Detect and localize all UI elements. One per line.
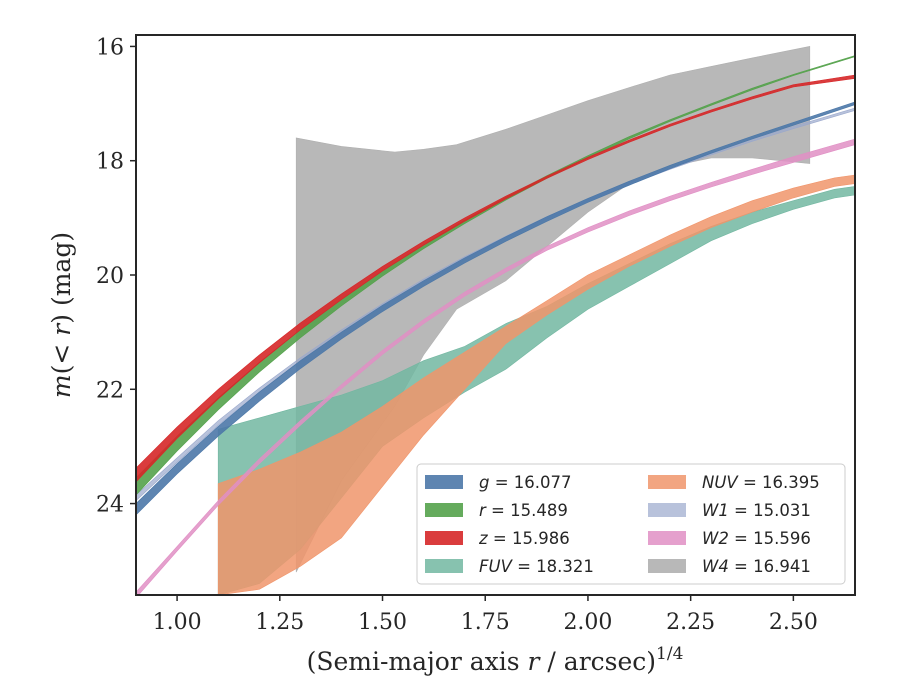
legend: g = 16.077 r = 15.489 z = 15.986 FUV = 18.3… (416, 463, 846, 585)
legend-label-g: g = 16.077 (479, 473, 572, 492)
legend-swatch-w2 (648, 531, 686, 545)
legend-label-w1: W1 = 15.031 (702, 501, 811, 520)
x-axis-label-exponent: 1/4 (656, 644, 683, 664)
y-axis-label-var: r (47, 322, 76, 336)
band-z (136, 74, 855, 483)
band-w4 (295, 46, 811, 573)
y-tick-label: 16 (96, 35, 124, 60)
legend-swatch-r (425, 503, 463, 517)
series-bands (136, 46, 855, 595)
x-axis-label: (Semi-major axis r / arcsec)1/4 (307, 644, 684, 676)
y-axis-label-suffix: ) (mag) (47, 232, 76, 324)
x-tick-label: 1.00 (153, 610, 202, 635)
axis-ticks: 1.00 1.25 1.50 1.75 2.00 2.25 2.50 16 18 20 22 24 (96, 35, 818, 635)
y-tick-label: 20 (96, 264, 124, 289)
legend-label-nuv: NUV = 16.395 (702, 473, 820, 492)
legend-label-fuv: FUV = 18.321 (479, 557, 594, 576)
legend-label-w2: W2 = 15.596 (702, 529, 811, 548)
legend-swatch-z (425, 531, 463, 545)
band-g (136, 101, 855, 516)
x-axis-label-prefix: (Semi-major axis (307, 647, 528, 676)
legend-label-r: r = 15.489 (479, 501, 568, 520)
plot-frame (135, 34, 856, 596)
y-axis-label: m(< r) (mag) (47, 232, 76, 398)
legend-label-w4: W4 = 16.941 (702, 557, 811, 576)
x-tick-label: 2.00 (563, 610, 612, 635)
legend-swatch-fuv (425, 559, 463, 573)
x-tick-label: 1.75 (461, 610, 510, 635)
legend-label-z: z = 15.986 (478, 529, 570, 548)
y-axis-label-middle: (< (47, 336, 76, 375)
legend-box (416, 463, 846, 585)
x-axis-label-suffix: / arcsec) (539, 647, 656, 676)
y-tick-label: 22 (96, 378, 124, 403)
x-tick-label: 1.50 (358, 610, 407, 635)
band-w2 (136, 138, 855, 595)
band-nuv (217, 174, 855, 595)
x-axis-label-var: r (528, 647, 542, 676)
legend-swatch-w4 (648, 559, 686, 573)
legend-swatch-nuv (648, 475, 686, 489)
y-tick-label: 18 (96, 150, 124, 175)
x-tick-label: 2.25 (666, 610, 715, 635)
x-tick-label: 2.50 (769, 610, 818, 635)
x-tick-label: 1.25 (255, 610, 304, 635)
legend-swatch-g (425, 475, 463, 489)
y-axis-label-prefix: m (47, 374, 76, 398)
y-tick-label: 24 (96, 493, 124, 518)
legend-swatch-w1 (648, 503, 686, 517)
